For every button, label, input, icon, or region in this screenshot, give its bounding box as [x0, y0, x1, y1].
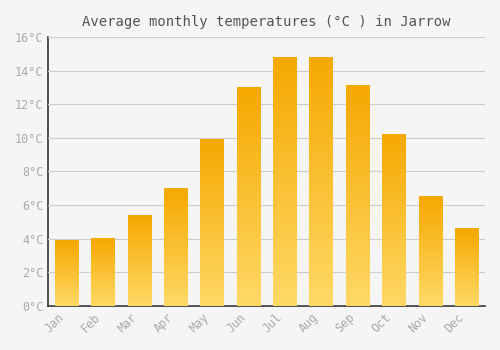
Title: Average monthly temperatures (°C ) in Jarrow: Average monthly temperatures (°C ) in Ja… — [82, 15, 451, 29]
